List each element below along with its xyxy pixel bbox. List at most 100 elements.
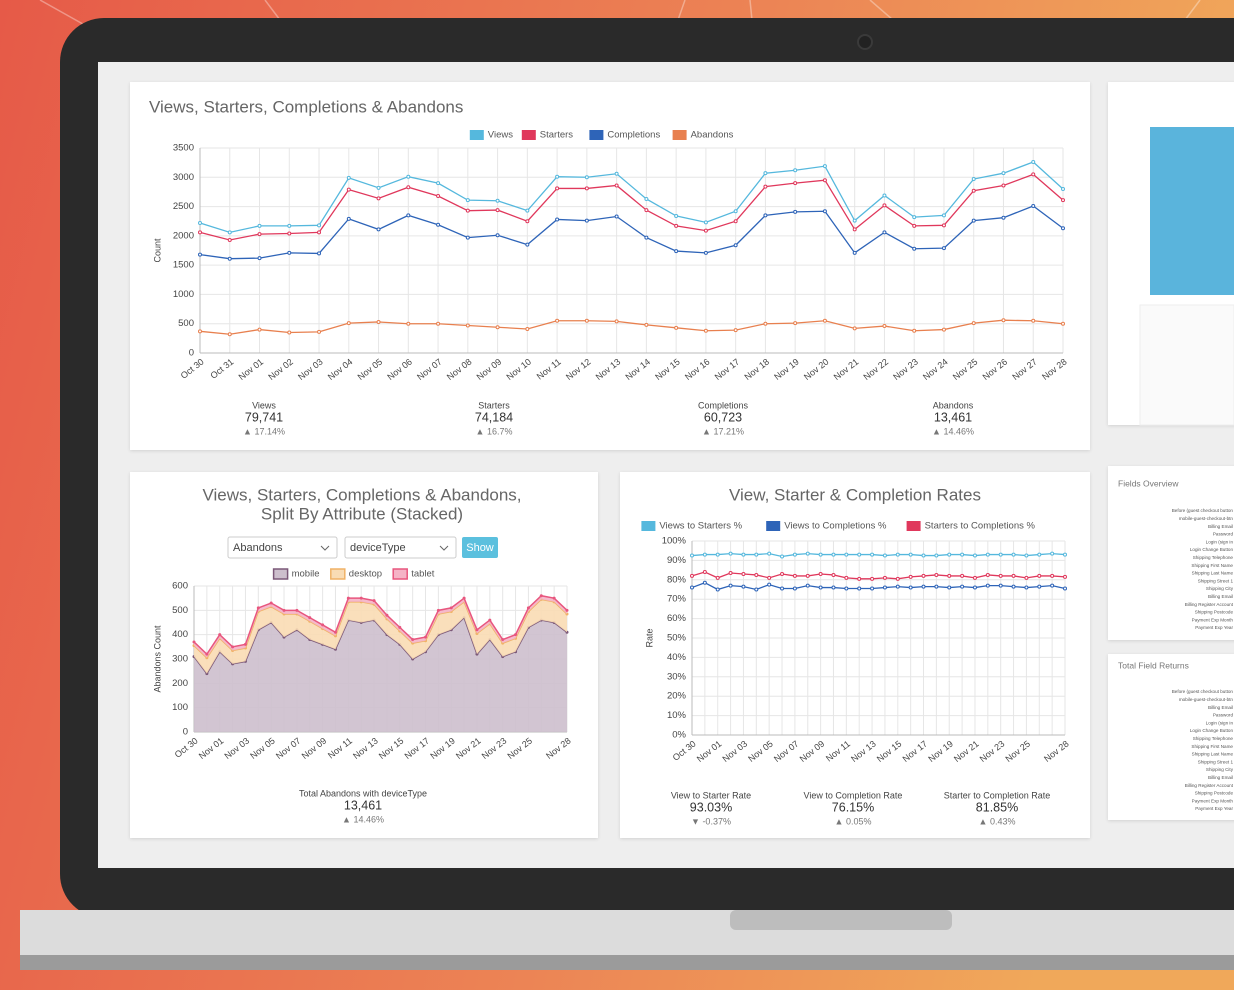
data-point xyxy=(584,186,589,191)
data-point xyxy=(205,652,209,656)
data-point xyxy=(763,321,768,326)
show-button[interactable] xyxy=(462,537,498,558)
dropdown-value[interactable]: Abandons xyxy=(233,542,283,554)
data-point xyxy=(852,326,857,331)
y-tick-label: 100% xyxy=(662,536,687,547)
data-point xyxy=(488,618,492,622)
data-point xyxy=(882,585,887,590)
data-point xyxy=(1050,573,1055,578)
y-tick-label: 2000 xyxy=(173,230,194,241)
summary-value: 79,741 xyxy=(245,410,283,424)
data-point xyxy=(514,633,518,637)
data-point xyxy=(1001,171,1006,176)
data-point xyxy=(844,586,849,591)
data-point xyxy=(295,608,299,612)
data-point xyxy=(822,178,827,183)
y-axis-label: Abandons Count xyxy=(152,625,162,693)
summary-label: Views xyxy=(252,400,276,410)
summary-change: ▲ 17.14% xyxy=(243,426,285,436)
data-point xyxy=(934,584,939,589)
data-point xyxy=(852,250,857,255)
data-point xyxy=(198,230,202,235)
data-point xyxy=(526,606,530,610)
y-axis-label: Rate xyxy=(644,628,654,647)
data-point xyxy=(805,583,810,588)
legend-label: Starters to Completions % xyxy=(925,521,1036,532)
field-name: Billing Register Account xyxy=(1185,602,1234,607)
data-point xyxy=(870,576,875,581)
summary-label: Starters xyxy=(478,400,510,410)
summary-change: ▲ 16.7% xyxy=(476,426,513,436)
data-point xyxy=(282,608,286,612)
data-point xyxy=(495,325,500,330)
data-point xyxy=(346,175,351,180)
data-point xyxy=(424,635,428,639)
summary-change: ▲ 0.43% xyxy=(979,816,1016,826)
data-point xyxy=(998,573,1003,578)
summary-value: 60,723 xyxy=(704,410,742,424)
data-point xyxy=(882,324,887,329)
data-point xyxy=(372,599,376,603)
summary-label: Completions xyxy=(698,400,749,410)
data-point xyxy=(703,328,708,333)
data-point xyxy=(359,596,363,600)
dropdown-caret[interactable] xyxy=(439,545,449,551)
data-point xyxy=(317,251,322,256)
series-line xyxy=(199,173,1064,241)
y-tick-label: 500 xyxy=(178,318,194,329)
series-line xyxy=(199,161,1064,234)
data-point xyxy=(1063,574,1067,579)
data-point xyxy=(1050,583,1055,588)
legend-swatch xyxy=(392,568,408,580)
data-point xyxy=(702,570,707,575)
data-point xyxy=(1037,584,1042,589)
data-point xyxy=(728,551,733,556)
data-point xyxy=(287,250,292,255)
data-point xyxy=(495,198,500,203)
legend-label: Starters xyxy=(540,130,574,141)
area-line xyxy=(193,594,568,656)
data-point xyxy=(998,583,1003,588)
data-point xyxy=(227,230,232,235)
data-point xyxy=(256,606,260,610)
dropdown[interactable] xyxy=(344,536,457,559)
dropdown-caret[interactable] xyxy=(320,545,330,551)
data-point xyxy=(941,213,946,218)
data-point xyxy=(243,642,247,646)
data-point xyxy=(525,326,530,331)
data-point xyxy=(971,218,976,223)
data-point xyxy=(831,572,836,577)
data-point xyxy=(960,573,965,578)
legend-label: tablet xyxy=(411,569,435,580)
panel-title: Fields Overview xyxy=(1118,478,1179,488)
dropdown[interactable] xyxy=(227,536,338,559)
data-point xyxy=(912,215,917,220)
data-point xyxy=(1031,160,1036,165)
data-point xyxy=(822,164,827,169)
legend-label: Views xyxy=(488,130,513,141)
data-point xyxy=(406,213,411,218)
data-point xyxy=(852,227,857,232)
data-point xyxy=(465,208,470,213)
dropdown-value[interactable]: deviceType xyxy=(350,542,406,554)
data-point xyxy=(475,628,479,632)
data-point xyxy=(257,232,262,237)
field-name: Password xyxy=(1213,532,1234,537)
data-point xyxy=(805,573,810,578)
summary-label: Total Abandons with deviceType xyxy=(299,788,427,798)
laptop-base-edge xyxy=(20,955,1234,970)
data-point xyxy=(1063,586,1067,591)
legend-label: mobile xyxy=(292,569,320,580)
data-point xyxy=(921,584,926,589)
y-tick-label: 90% xyxy=(667,555,687,566)
data-point xyxy=(805,551,810,556)
show-button-label[interactable]: Show xyxy=(466,542,494,554)
data-point xyxy=(525,242,530,247)
panel xyxy=(620,472,1090,838)
data-point xyxy=(1061,198,1065,203)
field-name: Shipping Telephone xyxy=(1193,736,1234,741)
data-point xyxy=(818,552,823,557)
legend-swatch xyxy=(469,130,484,140)
y-tick-label: 30% xyxy=(667,671,687,682)
data-point xyxy=(376,319,381,324)
